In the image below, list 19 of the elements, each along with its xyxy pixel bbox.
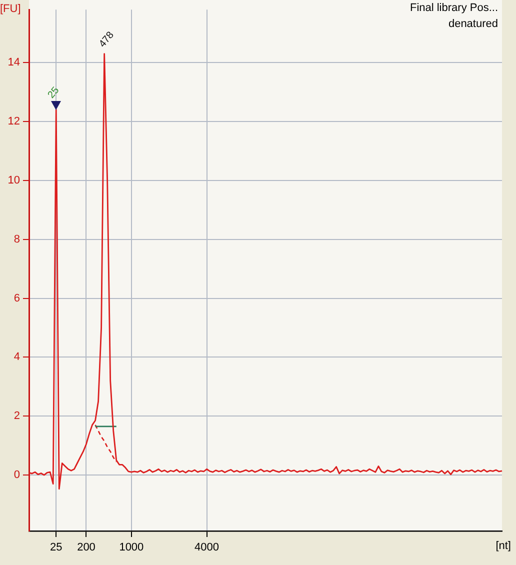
y-tick-label: 2	[14, 410, 20, 422]
y-tick-label: 14	[8, 56, 20, 69]
annotation: 25	[46, 84, 62, 101]
x-axis-title: [nt]	[496, 540, 511, 552]
x-tick-label: 25	[50, 542, 62, 554]
y-axis-title: [FU]	[0, 3, 21, 16]
x-tick-label: 200	[77, 542, 96, 554]
y-tick-label: 12	[8, 116, 20, 128]
y-tick-label: 10	[8, 174, 20, 186]
chart-title: Final library Pos...	[410, 2, 498, 14]
y-tick-label: 0	[14, 469, 20, 482]
y-tick-label: 6	[14, 292, 20, 304]
x-tick-label: 4000	[194, 542, 219, 554]
annotation: 478	[97, 30, 117, 50]
y-tick-label: 4	[14, 351, 20, 364]
line-series	[94, 424, 118, 462]
y-tick-label: 8	[14, 233, 20, 246]
x-tick-label: 1000	[119, 542, 144, 554]
text: denatured	[448, 18, 498, 30]
